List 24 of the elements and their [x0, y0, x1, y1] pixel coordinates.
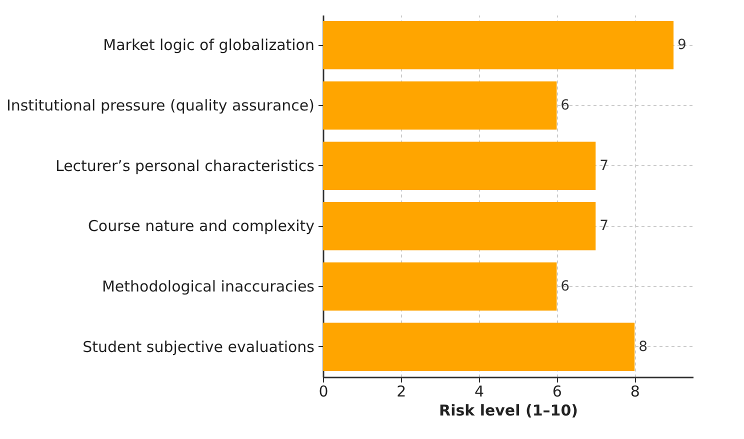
x-tick-label: 8: [630, 382, 640, 400]
bar: [323, 142, 596, 190]
data-label: 7: [600, 218, 609, 234]
bar: [323, 81, 557, 130]
bar: [323, 21, 674, 70]
y-tick-label: Methodological inaccuracies: [102, 278, 315, 296]
y-tick-label: Student subjective evaluations: [82, 338, 315, 356]
bar: [323, 202, 596, 250]
bar: [323, 322, 635, 371]
data-label: 7: [600, 158, 609, 174]
y-tick-label: Lecturer’s personal characteristics: [55, 156, 315, 175]
y-tick-label: Market logic of globalization: [103, 36, 314, 54]
bar: [323, 262, 557, 311]
x-axis-title: Risk level (1–10): [439, 402, 578, 420]
data-label: 8: [638, 338, 648, 355]
data-label: 6: [560, 278, 570, 294]
x-tick-label: 0: [318, 382, 328, 400]
data-label: 6: [560, 98, 570, 114]
x-tick-label: 6: [552, 382, 562, 400]
x-tick-label: 2: [396, 382, 406, 400]
y-tick-label: Course nature and complexity: [88, 217, 315, 236]
y-tick-label: Institutional pressure (quality assurance): [6, 96, 314, 114]
x-tick-label: 4: [474, 382, 484, 400]
data-label: 9: [678, 37, 686, 54]
